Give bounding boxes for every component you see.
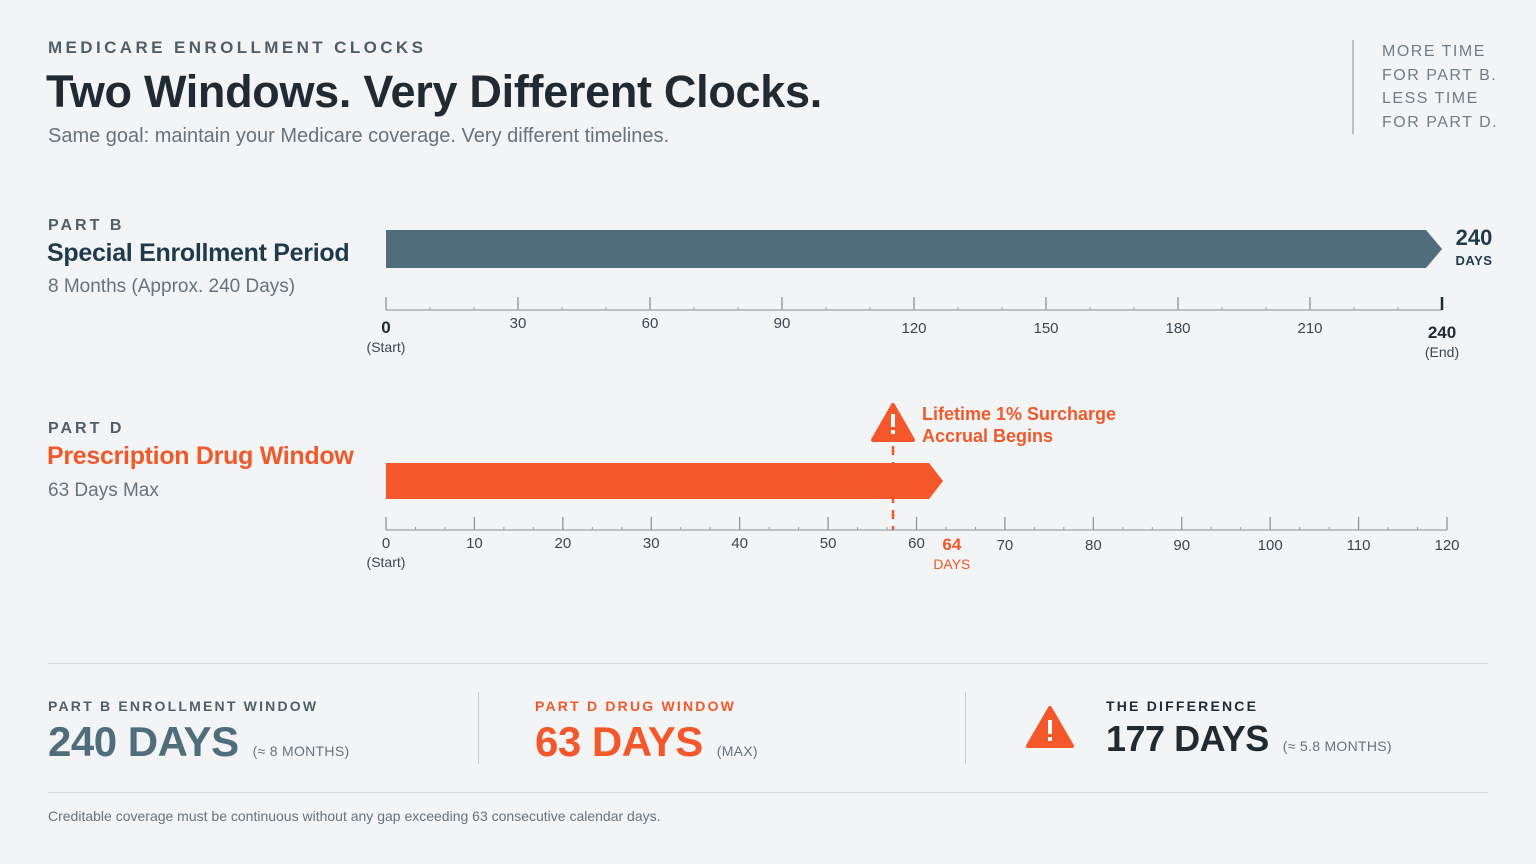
bar-special-enrollment-period [386,230,1442,268]
tick-sublabel: (Start) [367,554,406,570]
tick-label: 150 [1033,320,1058,337]
stat-difference-label: THE DIFFERENCE [1106,698,1259,714]
part-b-label: PART B [48,217,125,234]
tick-label: 210 [1297,320,1322,337]
page-title: Two Windows. Very Different Clocks. [46,66,822,117]
part-d-end-unit: DAYS [834,487,872,502]
part-b-chart: 0 (Start) 30 60 90 120 150 180 210 240 (End) [367,230,1459,360]
stat-difference-note: (≈ 5.8 MONTHS) [1282,738,1392,754]
tick-label: 240 [1428,323,1456,342]
tick-label: 30 [510,315,527,332]
stat-part-d-note: (MAX) [716,743,758,759]
part-b-subtitle: 8 Months (Approx. 240 Days) [48,276,296,297]
tick-sublabel: DAYS [933,556,970,572]
tick-label: 70 [997,537,1014,554]
stat-part-b-label: PART B ENROLLMENT WINDOW [48,698,319,714]
side-note: MORE TIME FOR PART B. LESS TIME FOR PART… [1352,40,1502,134]
page-subtitle: Same goal: maintain your Medicare covera… [48,125,670,147]
tick-label: 50 [820,535,837,552]
top-divider [48,663,1488,664]
tick-label: 120 [1434,537,1459,554]
part-d-end-label: 63 DAYS [832,459,874,502]
stat-difference-value: 177 DAYS [1106,718,1269,759]
warning-icon-marker [871,403,915,442]
tick-label: 10 [466,535,483,552]
stat-divider [965,692,966,764]
tick-sublabel: (Start) [367,339,406,355]
part-d-name: Prescription Drug Window [47,442,354,470]
tick-label: 60 [908,535,925,552]
stat-part-d-label: PART D DRUG WINDOW [535,698,737,714]
tick-label: 80 [1085,537,1102,554]
part-b-end-label: 240 DAYS [1452,225,1496,268]
part-b-end-value: 240 [1455,225,1493,250]
tick-label: 0 [382,535,390,552]
part-d-chart: 0 (Start) 10 20 30 40 50 60 64 DAYS 70 80 90 100 110 12… [367,463,1460,572]
tick-label: 64 [942,535,961,554]
part-d-subtitle: 63 Days Max [48,480,159,501]
side-note-line: MORE TIME [1382,43,1486,60]
tick-label: 60 [642,315,659,332]
footnote: Creditable coverage must be continuous w… [48,808,661,824]
stat-part-d: PART D DRUG WINDOW 63 DAYS (MAX) [535,698,758,766]
stat-part-b-note: (≈ 8 MONTHS) [252,743,350,759]
eyebrow: MEDICARE ENROLLMENT CLOCKS [48,38,427,57]
tick-label: 40 [731,535,748,552]
part-b-end-unit: DAYS [1455,253,1493,268]
tick-sublabel: (End) [1425,344,1459,360]
side-note-line: FOR PART D. [1382,113,1499,131]
tick-label: 90 [774,315,791,332]
stat-part-d-value: 63 DAYS [535,718,703,765]
surcharge-line-1: Lifetime 1% Surcharge [922,404,1117,424]
tick-label: 110 [1347,537,1371,554]
part-b-name: Special Enrollment Period [47,239,350,267]
tick-label: 120 [901,320,926,337]
bar-prescription-drug-window [386,463,944,499]
tick-label: 30 [643,535,660,552]
tick-label: 90 [1173,537,1190,554]
part-d-end-value: 63 [840,459,866,484]
tick-label: 0 [381,318,390,337]
side-note-line: FOR PART B. [1382,66,1498,84]
bottom-divider [48,792,1488,793]
stat-part-b-value: 240 DAYS [48,718,239,765]
tick-label: 180 [1165,320,1190,337]
surcharge-line-2: Accrual Begins [922,426,1054,446]
tick-label: 20 [554,535,571,552]
stat-part-b: PART B ENROLLMENT WINDOW 240 DAYS (≈ 8 M… [48,698,349,766]
tick-label: 100 [1258,537,1283,554]
part-d-label: PART D [48,420,125,437]
surcharge-annotation: Lifetime 1% Surcharge Accrual Begins [922,403,1116,447]
stat-difference: THE DIFFERENCE 177 DAYS (≈ 5.8 MONTHS) [1106,698,1392,760]
warning-icon [1026,706,1074,748]
side-note-line: LESS TIME [1382,90,1479,107]
stat-divider [478,692,479,764]
